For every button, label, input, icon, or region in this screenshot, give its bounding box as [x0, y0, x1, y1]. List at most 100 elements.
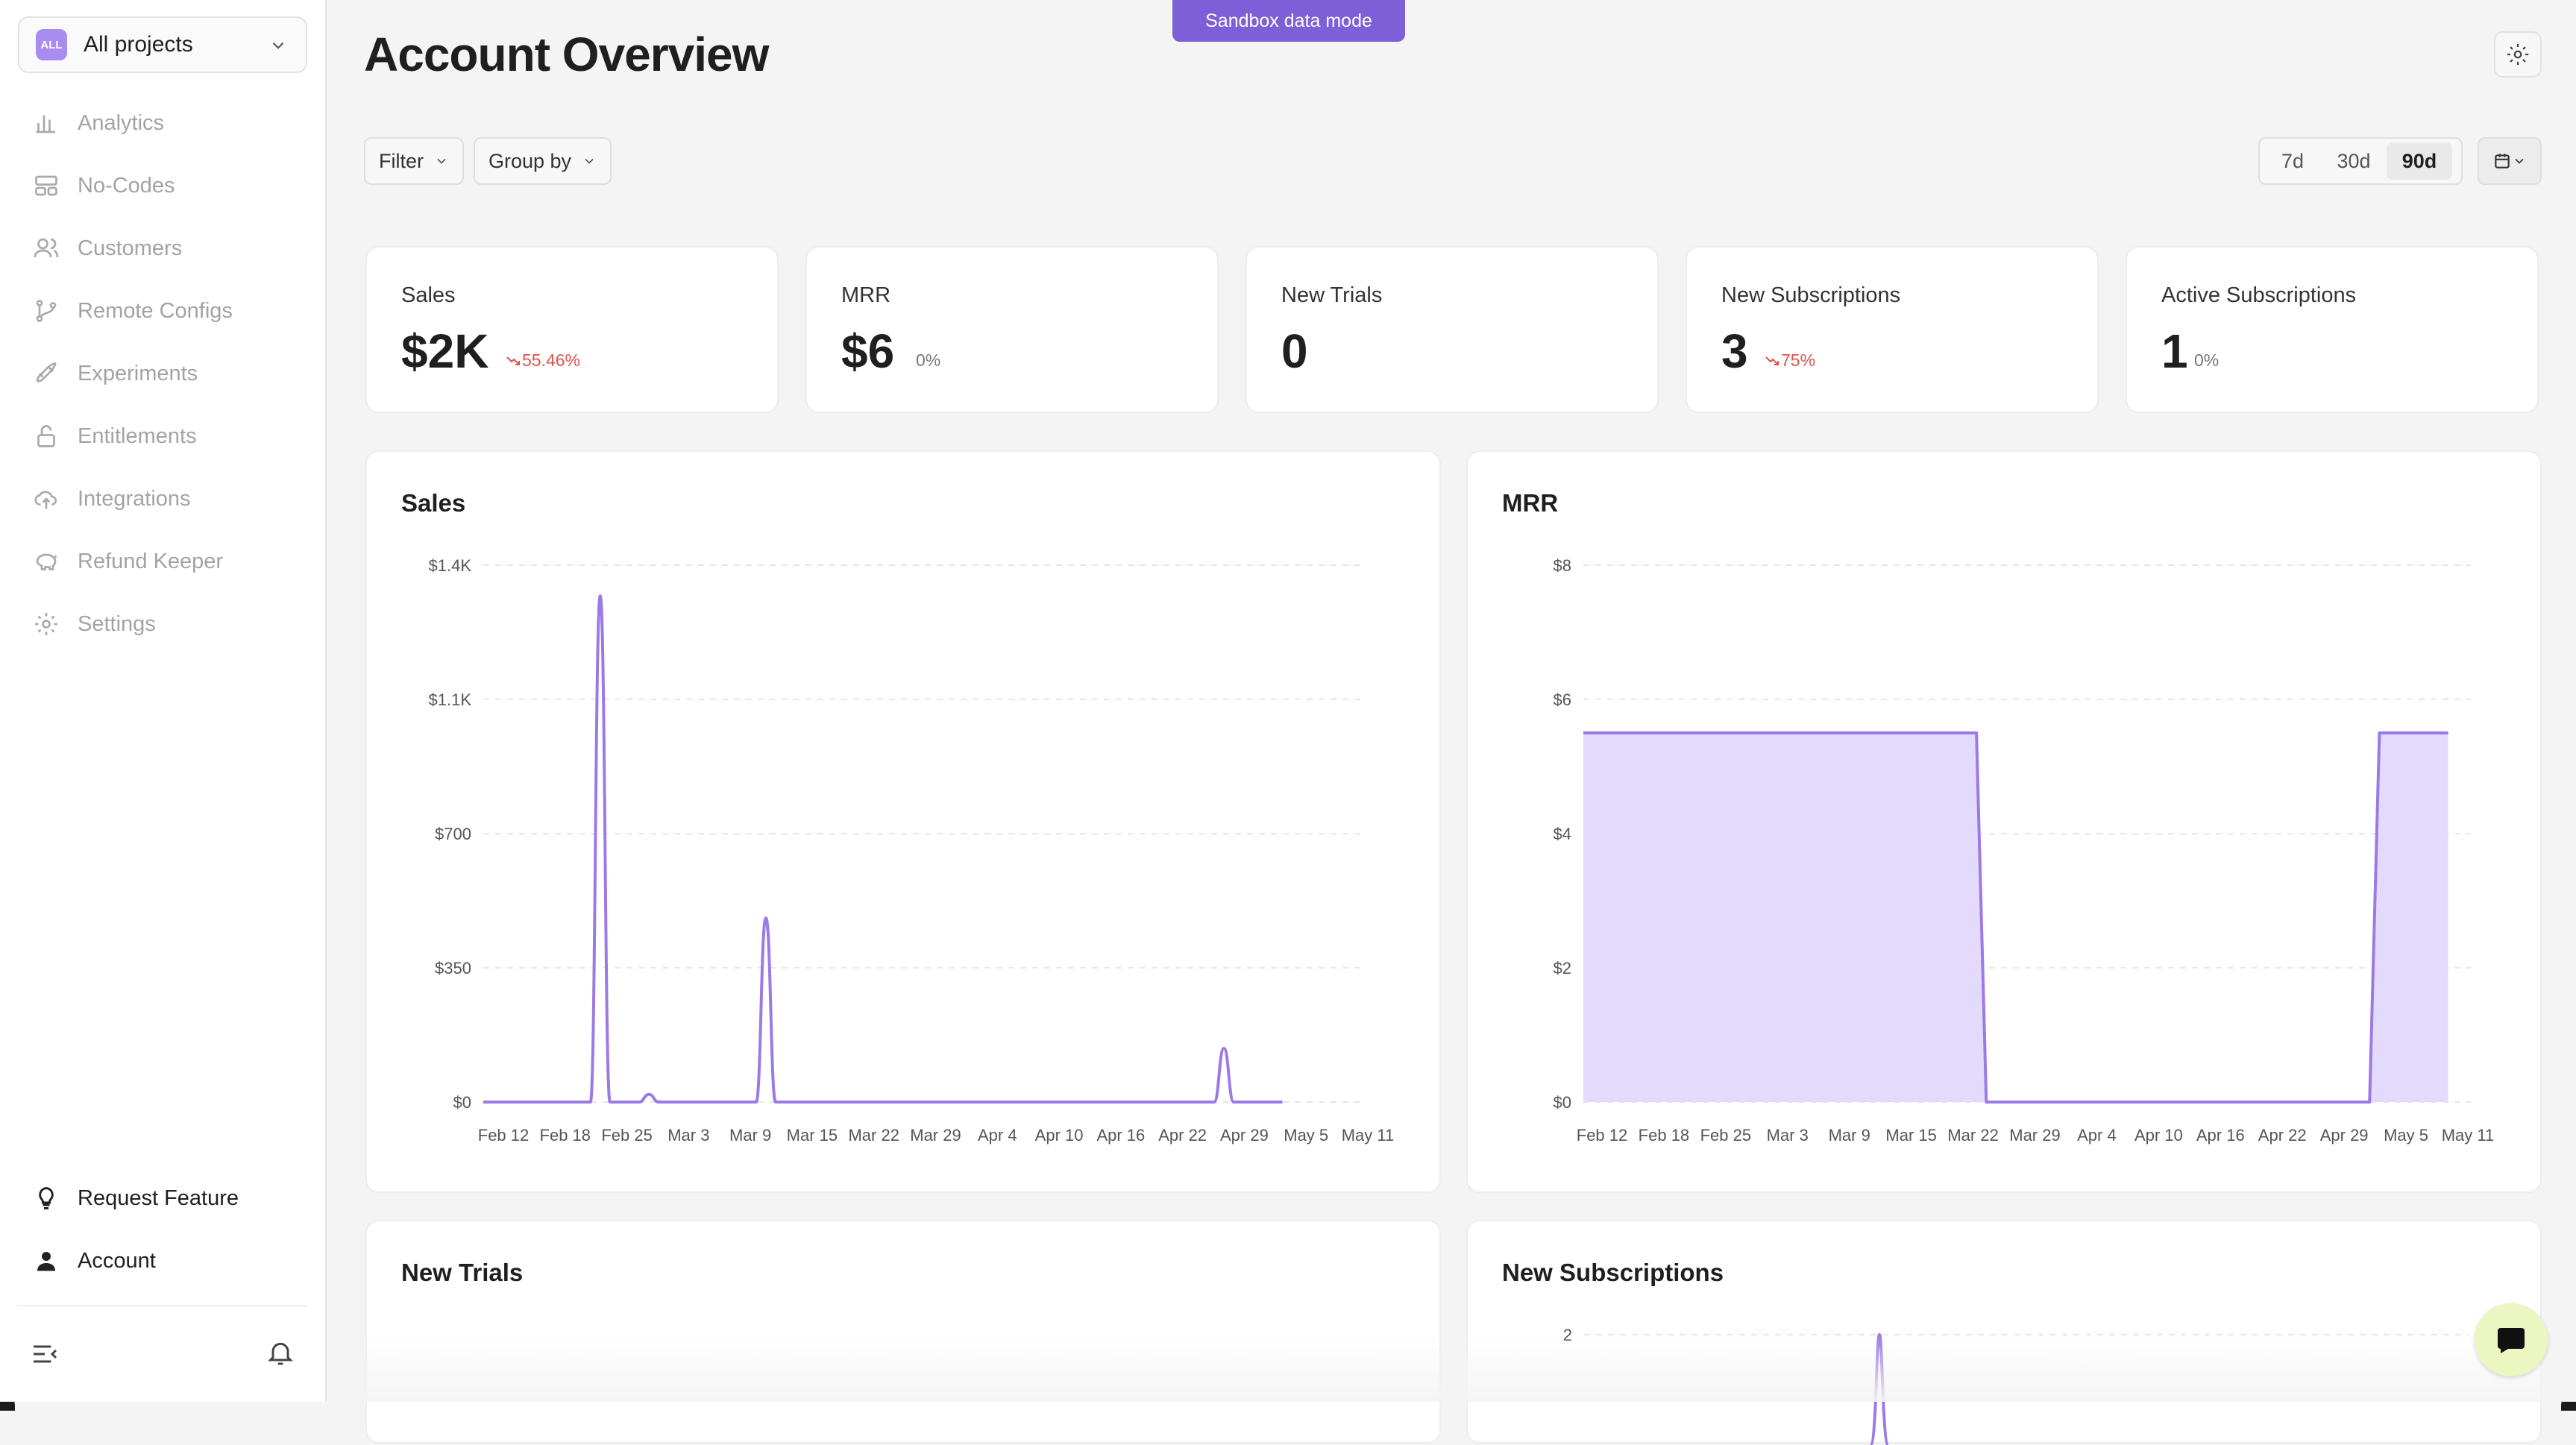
sidebar-item-label: Analytics — [78, 110, 165, 135]
sidebar-item-label: Entitlements — [78, 424, 197, 448]
kpi-label: New Trials — [1281, 283, 1383, 307]
y-tick-label: $350 — [435, 959, 471, 978]
x-tick-label: Apr 4 — [978, 1126, 1017, 1145]
sidebar-item-label: Settings — [78, 611, 156, 636]
sidebar-item-customers[interactable]: Customers — [33, 230, 182, 267]
trend-down-icon — [1765, 356, 1779, 365]
kpi-card-mrr[interactable]: MRR $6 0% — [805, 246, 1219, 413]
x-tick-label: Mar 3 — [667, 1126, 709, 1145]
x-tick-label: May 11 — [1342, 1126, 1395, 1145]
sandbox-mode-banner[interactable]: Sandbox data mode — [1172, 0, 1405, 42]
kpi-change: 0% — [2194, 350, 2219, 371]
new-subscriptions-chart[interactable]: 2 — [1468, 1221, 2543, 1445]
series-line — [483, 594, 1283, 1104]
users-icon — [34, 238, 59, 258]
sidebar-item-label: Remote Configs — [78, 298, 233, 323]
x-tick-label: Apr 29 — [2320, 1126, 2369, 1145]
x-tick-label: Mar 9 — [1829, 1126, 1870, 1145]
x-tick-label: Mar 15 — [787, 1126, 838, 1145]
x-tick-label: Apr 10 — [1035, 1126, 1084, 1145]
kpi-change-value: 0% — [916, 350, 941, 370]
kpi-card-active-subscriptions[interactable]: Active Subscriptions 1 0% — [2126, 246, 2539, 413]
group-by-label: Group by — [489, 149, 572, 172]
kpi-label: Sales — [401, 283, 456, 307]
sidebar-item-refund-keeper[interactable]: Refund Keeper — [33, 543, 223, 580]
area-fill — [1583, 733, 2448, 1102]
mrr-chart[interactable]: $0 $2 $4 $6 $8 Feb 12 Feb 18 Feb 25 Mar 3 Mar 9 Ma… — [1468, 452, 2543, 1194]
x-tick-label: Feb 18 — [1639, 1126, 1690, 1145]
sidebar-item-label: Integrations — [78, 486, 191, 511]
sidebar-item-remote-configs[interactable]: Remote Configs — [33, 292, 233, 330]
date-picker-button[interactable] — [2478, 137, 2542, 185]
range-7d[interactable]: 7d — [2281, 149, 2305, 172]
sidebar-item-analytics[interactable]: Analytics — [33, 104, 164, 142]
filter-button[interactable]: Filter — [364, 137, 464, 185]
y-tick-label: $6 — [1554, 690, 1571, 709]
x-tick-label: Apr 22 — [2258, 1126, 2307, 1145]
collapse-sidebar-icon[interactable] — [30, 1339, 60, 1369]
y-tick-label: $2 — [1554, 959, 1571, 978]
kpi-label: New Subscriptions — [1721, 283, 1901, 307]
x-tick-label: Feb 25 — [601, 1126, 653, 1145]
x-tick-label: Mar 15 — [1885, 1126, 1936, 1145]
y-tick-label: $700 — [435, 825, 471, 843]
chat-launcher-button[interactable] — [2475, 1303, 2548, 1376]
kpi-card-new-trials[interactable]: New Trials 0 — [1245, 246, 1659, 413]
page-settings-button[interactable] — [2494, 31, 2542, 78]
sidebar-item-settings[interactable]: Settings — [33, 605, 156, 643]
bell-icon[interactable] — [266, 1338, 295, 1367]
x-tick-label: Feb 18 — [540, 1126, 591, 1145]
sidebar-item-integrations[interactable]: Integrations — [33, 480, 191, 517]
sidebar-item-label: Refund Keeper — [78, 549, 224, 573]
sidebar-item-label: Experiments — [78, 361, 198, 385]
kpi-change-value: 0% — [2194, 350, 2220, 370]
x-tick-label: Mar 29 — [2009, 1126, 2060, 1145]
account-link[interactable]: Account — [33, 1242, 156, 1279]
calendar-icon — [2495, 154, 2510, 169]
trend-down-icon — [506, 356, 520, 365]
kpi-card-sales[interactable]: Sales $2K 55.46% — [365, 246, 779, 413]
chevron-down-icon — [272, 42, 284, 49]
range-90d[interactable]: 90d — [2387, 142, 2452, 180]
rocket-icon — [36, 362, 57, 383]
page-title: Account Overview — [364, 28, 769, 81]
project-badge: ALL — [36, 29, 67, 60]
y-tick-label: $8 — [1554, 556, 1571, 575]
x-tick-label: Mar 9 — [729, 1126, 771, 1145]
sidebar-item-label: Customers — [78, 236, 183, 260]
request-feature-link[interactable]: Request Feature — [33, 1180, 239, 1217]
sidebar-item-experiments[interactable]: Experiments — [33, 355, 198, 392]
kpi-card-new-subscriptions[interactable]: New Subscriptions 3 75% — [1686, 246, 2099, 413]
group-by-button[interactable]: Group by — [474, 137, 612, 185]
sales-chart[interactable]: $0 $350 $700 $1.1K $1.4K Feb 12 Feb 18 Feb 25 Ma… — [367, 452, 1442, 1194]
kpi-change: 55.46% — [504, 350, 580, 371]
x-tick-label: May 5 — [1284, 1126, 1328, 1145]
x-tick-label: Feb 12 — [1577, 1126, 1628, 1145]
y-tick-label: $0 — [453, 1093, 471, 1112]
panel-title: MRR — [1502, 489, 1559, 517]
sidebar-item-no-codes[interactable]: No-Codes — [33, 167, 175, 204]
x-tick-label: Mar 22 — [1947, 1126, 1998, 1145]
project-label: All projects — [84, 32, 193, 57]
git-branch-icon — [36, 300, 57, 322]
kpi-change-value: 75% — [1781, 350, 1816, 370]
y-tick-label: $4 — [1554, 825, 1571, 843]
request-feature-label: Request Feature — [78, 1186, 239, 1210]
range-30d[interactable]: 30d — [2337, 149, 2371, 172]
y-tick-label: $0 — [1554, 1093, 1571, 1112]
x-tick-label: May 5 — [2384, 1126, 2428, 1145]
new-subscriptions-chart-panel: New Subscriptions 2 — [1466, 1220, 2543, 1445]
panel-title: New Trials — [401, 1259, 524, 1286]
mrr-chart-panel: MRR $0 $2 $4 $6 $8 Feb 12 Feb 18 Feb 25 Mar 3 Mar… — [1466, 450, 2542, 1193]
bottom-fade — [328, 1335, 2576, 1402]
project-selector[interactable]: ALL All projects — [18, 16, 307, 73]
kpi-value: 0 — [1281, 324, 1308, 378]
kpi-change: 0% — [916, 350, 940, 371]
sidebar-item-entitlements[interactable]: Entitlements — [33, 418, 197, 455]
y-tick-label: $1.1K — [429, 690, 472, 709]
x-tick-label: Apr 4 — [2077, 1126, 2117, 1145]
new-trials-chart-panel: New Trials — [365, 1220, 1441, 1444]
lightbulb-icon — [39, 1186, 54, 1209]
x-tick-label: Mar 29 — [910, 1126, 961, 1145]
x-tick-label: Feb 12 — [478, 1126, 530, 1145]
